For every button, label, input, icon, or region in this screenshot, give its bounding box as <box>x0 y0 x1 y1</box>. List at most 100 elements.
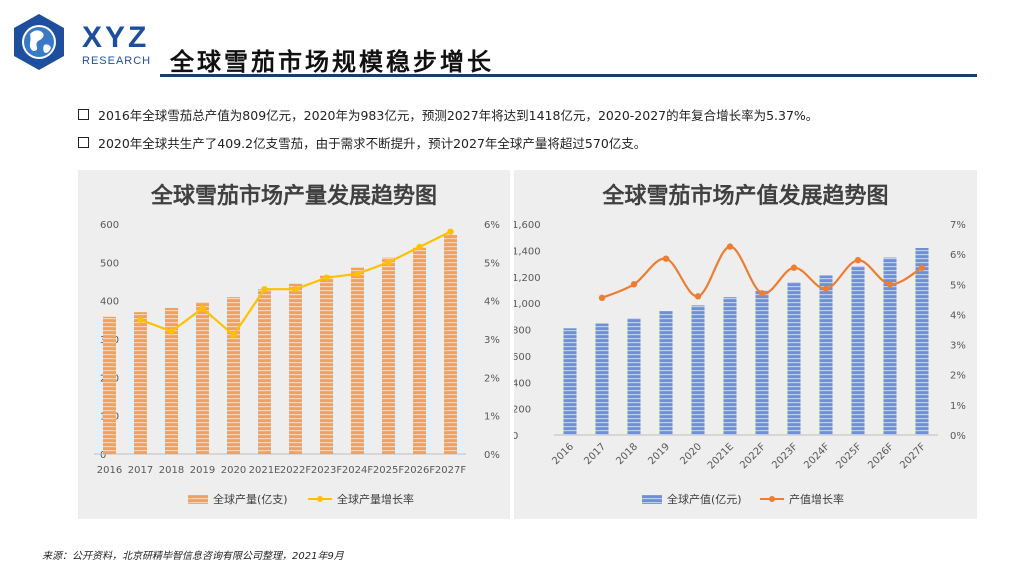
y-tick-label: 500 <box>100 258 119 269</box>
bar <box>819 275 833 435</box>
y-tick-label: 600 <box>514 352 531 363</box>
source-note: 来源：公开资料，北京研精毕智信息咨询有限公司整理，2021年9月 <box>42 551 344 562</box>
x-tick-label: 2022F <box>280 465 311 476</box>
x-tick-label: 2017 <box>128 465 153 476</box>
x-tick-label: 2027F <box>435 465 466 476</box>
logo-text: XYZ <box>82 21 150 54</box>
x-tick-label: 2023F <box>770 441 800 471</box>
legend-label: 全球产量增长率 <box>337 492 414 506</box>
line-point <box>918 264 926 271</box>
value-chart-panel: 全球雪茄市场产值发展趋势图 0 200 400 600 800 1,000 1,200 1,4… <box>514 170 977 519</box>
line-point <box>261 285 268 293</box>
bullet-item: 2016年全球雪茄总产值为809亿元，2020年为983亿元，预测2027年将达… <box>78 102 818 126</box>
bar <box>289 283 302 454</box>
bar <box>755 290 769 435</box>
y-tick-label: 1,600 <box>514 220 541 231</box>
y2-tick-label: 0% <box>484 450 500 461</box>
x-tick-label: 2027F <box>898 441 928 471</box>
x-tick-label: 2020 <box>221 465 246 476</box>
logo: XYZ RESEARCH <box>10 12 150 72</box>
x-tick-label: 2026F <box>404 465 435 476</box>
y2-tick-label: 1% <box>484 412 500 423</box>
line-point <box>137 316 144 324</box>
y2-tick-label: 7% <box>950 220 966 231</box>
x-tick-label: 2018 <box>614 441 640 467</box>
bar <box>320 275 333 454</box>
line-point <box>822 285 830 293</box>
x-tick-label: 2021E <box>706 441 736 471</box>
bar <box>196 302 209 454</box>
y-tick-label: 0 <box>514 431 518 442</box>
x-tick-label: 2019 <box>190 465 215 476</box>
page-title: 全球雪茄市场规模稳步增长 <box>170 48 494 76</box>
line-point <box>758 290 766 297</box>
bar <box>915 248 929 435</box>
y-tick-label: 400 <box>514 378 531 389</box>
bar <box>691 305 705 435</box>
x-tick-label: 2020 <box>678 441 704 467</box>
production-chart-panel: 全球雪茄市场产量发展趋势图 01002003004005006000%1%2%3… <box>78 170 510 519</box>
y2-tick-label: 5% <box>484 258 500 269</box>
line-point <box>385 259 392 266</box>
x-tick-label: 2019 <box>646 441 672 467</box>
line-point <box>630 281 638 288</box>
y-tick-label: 400 <box>100 297 119 308</box>
y-tick-label: 600 <box>100 220 119 231</box>
y-tick-label: 1,200 <box>514 273 541 284</box>
y2-tick-label: 3% <box>950 341 966 352</box>
bar <box>227 297 240 454</box>
line-point <box>199 305 206 312</box>
line-point <box>694 293 702 300</box>
line-point <box>598 294 606 302</box>
y-tick-label: 800 <box>514 326 531 337</box>
bullet-list: 2016年全球雪茄总产值为809亿元，2020年为983亿元，预测2027年将达… <box>78 102 818 158</box>
bar <box>723 297 737 435</box>
y-tick-label: 200 <box>514 405 531 416</box>
production-chart: 01002003004005006000%1%2%3%4%5%6%2016201… <box>94 220 500 506</box>
bullet-item: 2020年全球共生产了409.2亿支雪茄，由于需求不断提升，预计2027年全球产… <box>78 130 818 154</box>
x-tick-label: 2016 <box>97 465 122 476</box>
y-tick-label: 0 <box>100 450 106 461</box>
bar <box>258 289 271 454</box>
y2-tick-label: 4% <box>950 310 966 321</box>
globe-icon <box>14 14 64 70</box>
y2-tick-label: 0% <box>950 431 966 442</box>
bar <box>851 266 865 435</box>
y-tick-label: 1,000 <box>514 299 541 310</box>
line-point <box>323 274 330 281</box>
line-point <box>354 270 361 278</box>
bullet-text: 2016年全球雪茄总产值为809亿元，2020年为983亿元，预测2027年将达… <box>98 107 819 123</box>
legend-swatch-bar <box>188 495 208 504</box>
value-chart: 0 200 400 600 800 1,000 1,200 1,400 1,600 0% 1% 2% 3… <box>514 220 966 506</box>
line-point <box>447 228 454 235</box>
bar <box>595 323 609 435</box>
bar <box>351 267 364 454</box>
bar <box>659 311 673 435</box>
line-point <box>886 281 894 288</box>
logo-subtitle: RESEARCH <box>82 55 152 67</box>
chart-title: 全球雪茄市场产值发展趋势图 <box>602 184 889 209</box>
bar <box>883 257 897 435</box>
bar <box>165 307 178 454</box>
line-point <box>726 243 734 250</box>
y2-tick-label: 6% <box>950 250 966 261</box>
x-tick-label: 2023F <box>311 465 342 476</box>
legend-label: 全球产量(亿支) <box>213 492 288 506</box>
line-point <box>230 331 237 339</box>
y2-tick-label: 2% <box>484 373 500 384</box>
x-tick-label: 2017 <box>582 441 608 467</box>
y2-tick-label: 1% <box>950 401 966 412</box>
legend-swatch-point <box>769 496 775 502</box>
chart-title: 全球雪茄市场产量发展趋势图 <box>150 184 437 209</box>
bar <box>627 318 641 435</box>
bar <box>444 234 457 454</box>
x-tick-label: 2024F <box>342 465 373 476</box>
y2-tick-label: 4% <box>484 297 500 308</box>
line-point <box>292 285 299 293</box>
y2-tick-label: 3% <box>484 335 500 346</box>
line-point <box>416 243 423 251</box>
x-tick-label: 2024F <box>802 441 832 471</box>
bar <box>563 328 577 435</box>
y2-tick-label: 5% <box>950 280 966 291</box>
line-point <box>854 256 862 264</box>
